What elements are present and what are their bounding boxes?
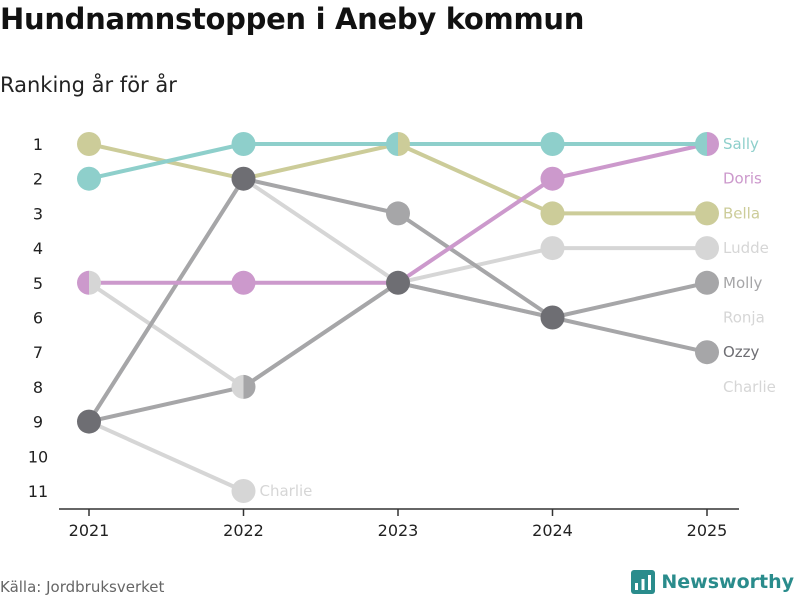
series-lines	[87, 142, 709, 493]
chart-subtitle: Ranking år för år	[0, 73, 177, 97]
y-tick-label: 9	[33, 413, 43, 432]
x-tick-label: 2022	[223, 521, 264, 540]
y-tick-label: 2	[33, 170, 43, 189]
data-point-ludde	[540, 236, 565, 261]
data-point-sally	[77, 166, 101, 191]
y-tick-label: 5	[33, 274, 43, 293]
chart-title: Hundnamnstoppen i Aneby kommun	[0, 2, 585, 36]
data-point-sally	[540, 132, 565, 156]
data-point-bella	[77, 132, 101, 156]
end-label-ronja: Ronja	[723, 309, 765, 327]
y-tick-label: 6	[33, 309, 43, 328]
data-point	[386, 270, 410, 295]
source-note: Källa: Jordbruksverket	[0, 578, 165, 596]
x-axis: 2021 2022 2023 2024 2025	[59, 508, 739, 540]
end-label-charlie: Charlie	[723, 378, 776, 396]
y-tick-label: 7	[33, 343, 43, 362]
data-point-ludde	[89, 270, 101, 295]
x-tick-label: 2023	[378, 521, 419, 540]
data-point-ludde	[231, 374, 244, 399]
data-point	[231, 166, 256, 191]
y-tick-label: 10	[28, 447, 48, 466]
data-point-sally	[386, 132, 398, 156]
data-point-ozzy	[695, 340, 719, 365]
x-tick-label: 2025	[687, 521, 728, 540]
y-tick-label: 1	[33, 135, 43, 154]
x-tick-label: 2021	[69, 521, 110, 540]
data-point-sally	[231, 132, 256, 156]
data-point-ozzy	[386, 201, 410, 226]
end-label-ludde: Ludde	[723, 239, 769, 257]
newsworthy-logo-icon	[631, 570, 656, 594]
data-point-molly	[695, 270, 719, 295]
data-point-doris	[540, 166, 565, 191]
data-point-bella	[540, 201, 565, 226]
y-tick-label: 11	[28, 482, 48, 501]
end-label-bella: Bella	[723, 204, 760, 222]
series-line-charlie	[87, 419, 246, 493]
inline-label-charlie: Charlie	[260, 482, 313, 500]
bump-chart: 1 2 3 4 5 6 7 8 9 10 11 2021 2022 2023 2024 2025 Sally…	[28, 132, 776, 540]
end-label-ozzy: Ozzy	[723, 343, 760, 361]
y-tick-label: 3	[33, 204, 43, 223]
series-line-ludde	[87, 246, 709, 389]
series-line-molly	[87, 280, 709, 424]
data-point-sally	[695, 132, 707, 156]
y-axis: 1 2 3 4 5 6 7 8 9 10 11	[28, 135, 48, 501]
data-point-molly	[243, 374, 256, 399]
data-point-doris	[77, 270, 89, 295]
y-tick-label: 4	[33, 239, 43, 258]
x-tick-label: 2024	[532, 521, 573, 540]
end-label-doris: Doris	[723, 170, 762, 188]
data-point-charlie	[231, 479, 256, 503]
data-point-ludde	[695, 236, 719, 261]
data-point	[77, 409, 101, 434]
end-label-sally: Sally	[723, 135, 759, 153]
data-point-bella	[695, 201, 719, 226]
y-tick-label: 8	[33, 378, 43, 397]
brand-name: Newsworthy	[661, 571, 794, 593]
brand-logo: Newsworthy	[631, 570, 794, 594]
data-point-doris	[231, 270, 256, 295]
data-point	[540, 305, 565, 330]
series-labels: Sally Doris Bella Ludde Molly Ronja Ozzy Charli…	[260, 135, 776, 500]
end-label-molly: Molly	[723, 274, 762, 292]
data-point-bella	[398, 132, 410, 156]
data-point-doris	[707, 132, 719, 156]
series-points	[77, 132, 719, 503]
